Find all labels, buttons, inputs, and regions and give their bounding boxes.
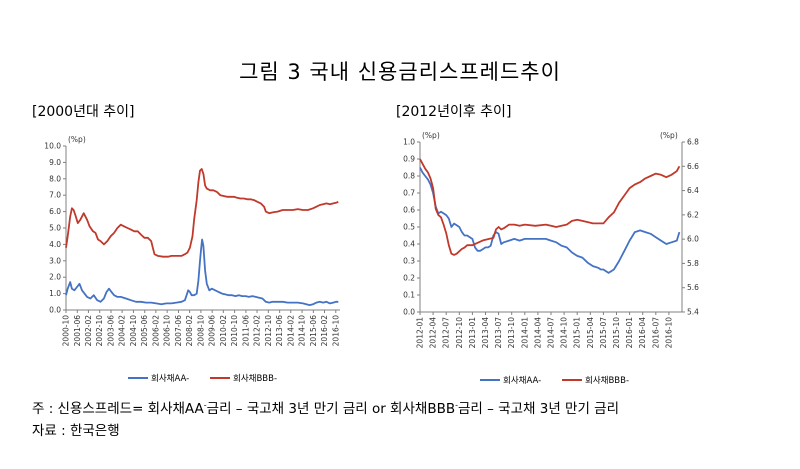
footnote-prefix: 주 : 신용스프레드= 회사채AA — [32, 401, 204, 417]
x-tick-label: 2002-02 — [84, 315, 93, 347]
y-tick-label-right: 6.8 — [687, 138, 699, 147]
x-tick-label: 2014-04 — [533, 317, 542, 349]
series-line-aa — [419, 167, 681, 274]
y-tick-label: 0.3 — [403, 257, 415, 266]
legend-label-bbb: 회사채BBB- — [585, 375, 629, 386]
y-tick-label-right: 5.6 — [687, 283, 699, 292]
y-tick-label: 4.0 — [49, 240, 61, 249]
x-tick-label: 2012-10 — [455, 317, 464, 349]
y-tick-label: 0.2 — [403, 274, 415, 283]
y-axis-unit: (%p) — [422, 131, 440, 140]
y-tick-label: 7.0 — [49, 191, 61, 200]
legend-label-aa: 회사채AA- — [151, 373, 189, 384]
y-tick-label: 0.4 — [403, 240, 415, 249]
x-tick-label: 2016-04 — [638, 317, 647, 349]
x-tick-label: 2013-01 — [468, 317, 477, 349]
x-tick-label: 2011-06 — [241, 315, 250, 347]
x-tick-label: 2016-01 — [625, 317, 634, 349]
x-tick-label: 2006-10 — [163, 315, 172, 347]
y-tick-label: 0.9 — [403, 155, 415, 164]
x-tick-label: 2014-07 — [547, 317, 556, 349]
x-tick-label: 2002-10 — [95, 315, 104, 347]
x-tick-label: 2016-02 — [320, 315, 329, 347]
y-tick-label: 0.1 — [403, 291, 415, 300]
x-tick-label: 2016-10 — [664, 317, 673, 349]
y-tick-label: 10.0 — [44, 142, 61, 151]
series-line-bbb — [65, 168, 339, 258]
y-tick-label: 0.0 — [403, 308, 415, 317]
chart-left-title: [2000년대 추이] — [32, 104, 135, 120]
x-tick-label: 2016-07 — [651, 317, 660, 349]
x-tick-label: 2006-02 — [151, 315, 160, 347]
y-tick-label-right: 5.8 — [687, 259, 699, 268]
x-tick-label: 2007-06 — [174, 315, 183, 347]
x-tick-label: 2012-10 — [264, 315, 273, 347]
y-tick-label: 0.8 — [403, 172, 415, 181]
x-tick-label: 2008-10 — [196, 315, 205, 347]
y-tick-label-right: 6.4 — [687, 186, 699, 195]
y-tick-label-right: 6.6 — [687, 162, 699, 171]
x-tick-label: 2015-07 — [599, 317, 608, 349]
chart-right: 0.0 0.1 0.2 0.3 0.4 0.5 0.6 0.7 0.8 0.9 1.0 (%p) 5.4… — [403, 131, 699, 386]
y-tick-label: 3.0 — [49, 256, 61, 265]
chart-right-title: [2012년이후 추이] — [396, 104, 512, 120]
y-tick-label-right: 6.0 — [687, 235, 699, 244]
x-tick-label: 2013-06 — [275, 315, 284, 347]
y-tick-label: 2.0 — [49, 273, 61, 282]
y-tick-label: 0.5 — [403, 223, 415, 232]
x-tick-label: 2010-10 — [230, 315, 239, 347]
legend-label-aa: 회사채AA- — [503, 375, 541, 386]
x-tick-label: 2001-06 — [73, 315, 82, 347]
x-tick-label: 2012-01 — [416, 317, 425, 349]
x-tick-label: 2014-02 — [286, 315, 295, 347]
series-line-aa — [65, 238, 339, 306]
y-tick-label: 9.0 — [49, 158, 61, 167]
footnote: 주 : 신용스프레드= 회사채AA-금리 – 국고채 3년 만기 금리 or 회… — [32, 397, 619, 418]
y-tick-label: 8.0 — [49, 174, 61, 183]
source-note: 자료 : 한국은행 — [32, 423, 120, 439]
x-tick-label: 2008-02 — [185, 315, 194, 347]
x-tick-label: 2012-04 — [429, 317, 438, 349]
figure-title: 그림 3 국내 신용금리스프레드추이 — [239, 60, 561, 84]
y-tick-label-right: 6.2 — [687, 210, 699, 219]
series-line-bbb — [419, 158, 681, 256]
y-axis-unit-right: (%p) — [660, 131, 678, 140]
footnote-sup-1: - — [203, 400, 207, 410]
chart-left: 0.0 1.0 2.0 3.0 4.0 5.0 6.0 7.0 8.0 9.0 10.0 (%p) 20… — [44, 135, 340, 384]
x-tick-label: 2013-04 — [481, 317, 490, 349]
y-tick-label: 0.7 — [403, 189, 415, 198]
x-tick-label: 2000-10 — [62, 315, 71, 347]
footnote-suffix: 금리 – 국고채 3년 만기 금리 — [458, 401, 619, 417]
x-tick-label: 2004-02 — [118, 315, 127, 347]
x-tick-label: 2015-01 — [573, 317, 582, 349]
x-tick-label: 2009-06 — [208, 315, 217, 347]
x-tick-label: 2013-07 — [494, 317, 503, 349]
y-tick-label: 1.0 — [49, 289, 61, 298]
footnote-mid: 금리 – 국고채 3년 만기 금리 or 회사채BBB — [206, 401, 456, 417]
y-tick-label-right: 5.4 — [687, 308, 699, 317]
x-tick-label: 2014-10 — [560, 317, 569, 349]
x-tick-label: 2013-10 — [507, 317, 516, 349]
x-tick-label: 2010-02 — [219, 315, 228, 347]
x-tick-label: 2012-02 — [253, 315, 262, 347]
y-tick-label: 6.0 — [49, 207, 61, 216]
legend-label-bbb: 회사채BBB- — [233, 373, 277, 384]
footnote-sup-2: - — [455, 400, 458, 410]
x-tick-label: 2014-01 — [520, 317, 529, 349]
x-tick-label: 2005-06 — [140, 315, 149, 347]
x-tick-label: 2004-10 — [129, 315, 138, 347]
x-tick-label: 2014-10 — [298, 315, 307, 347]
x-tick-label: 2012-07 — [442, 317, 451, 349]
y-axis-unit: (%p) — [68, 135, 86, 144]
x-tick-label: 2016-10 — [331, 315, 340, 347]
x-tick-label: 2003-06 — [107, 315, 116, 347]
y-tick-label: 0.0 — [49, 306, 61, 315]
x-tick-label: 2015-10 — [612, 317, 621, 349]
y-tick-label: 1.0 — [403, 138, 415, 147]
y-tick-label: 5.0 — [49, 224, 61, 233]
x-tick-label: 2015-06 — [309, 315, 318, 347]
y-tick-label: 0.6 — [403, 206, 415, 215]
x-tick-label: 2015-04 — [586, 317, 595, 349]
